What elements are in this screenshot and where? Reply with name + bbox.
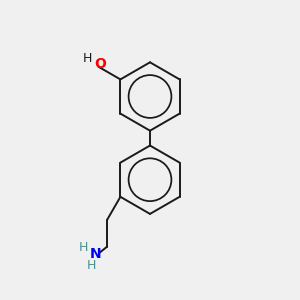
Text: O: O (94, 57, 106, 71)
Text: H: H (79, 241, 88, 254)
Text: H: H (87, 259, 96, 272)
Text: N: N (89, 247, 101, 261)
Text: H: H (82, 52, 92, 65)
